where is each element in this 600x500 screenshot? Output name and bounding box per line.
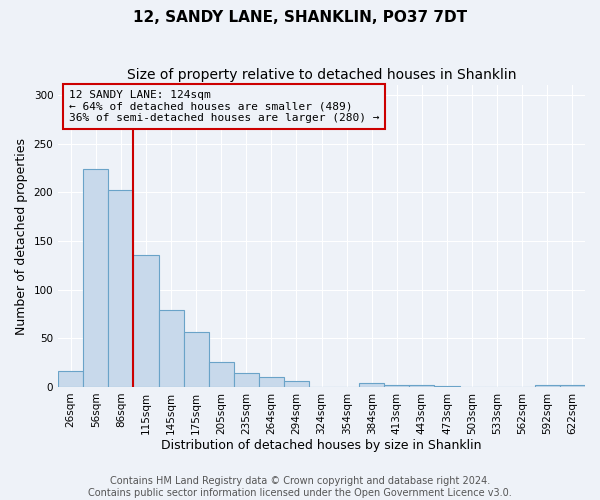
Bar [284,381,309,387]
Bar [133,254,158,387]
Bar [359,383,385,387]
Bar [434,386,460,387]
Bar [58,372,83,387]
X-axis label: Distribution of detached houses by size in Shanklin: Distribution of detached houses by size … [161,440,482,452]
Bar [409,385,434,387]
Bar [535,385,560,387]
Text: 12 SANDY LANE: 124sqm
← 64% of detached houses are smaller (489)
36% of semi-det: 12 SANDY LANE: 124sqm ← 64% of detached … [69,90,379,123]
Bar [158,310,184,387]
Bar [109,190,133,387]
Text: 12, SANDY LANE, SHANKLIN, PO37 7DT: 12, SANDY LANE, SHANKLIN, PO37 7DT [133,10,467,25]
Title: Size of property relative to detached houses in Shanklin: Size of property relative to detached ho… [127,68,517,82]
Bar [184,332,209,387]
Bar [385,385,409,387]
Bar [259,377,284,387]
Bar [234,374,259,387]
Bar [209,362,234,387]
Bar [560,385,585,387]
Bar [83,169,109,387]
Text: Contains HM Land Registry data © Crown copyright and database right 2024.
Contai: Contains HM Land Registry data © Crown c… [88,476,512,498]
Y-axis label: Number of detached properties: Number of detached properties [15,138,28,334]
